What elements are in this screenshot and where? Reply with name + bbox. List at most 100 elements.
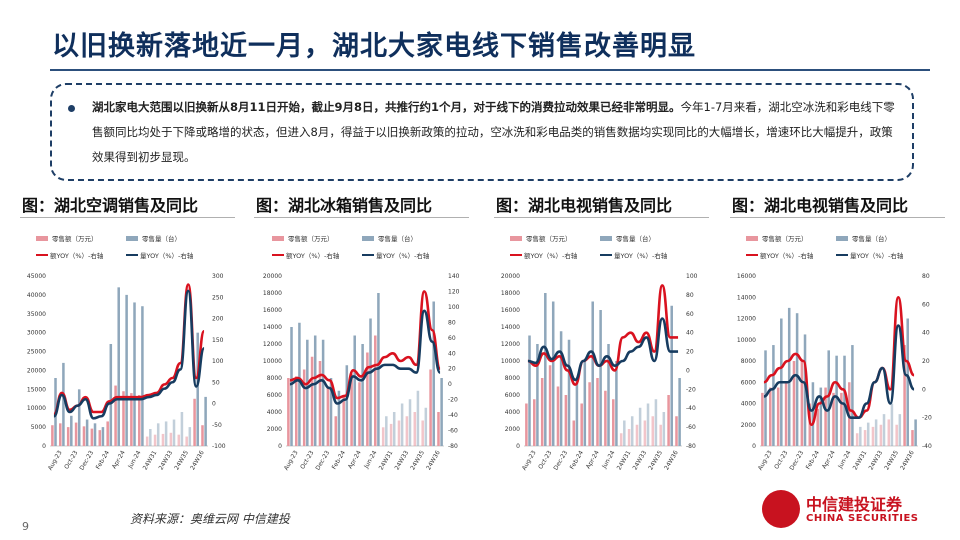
revenue-bar — [82, 426, 86, 446]
right-axis-tick-label: -60 — [686, 424, 696, 431]
left-axis-tick-label: 12000 — [737, 316, 756, 323]
revenue-bar — [855, 433, 859, 446]
legend-swatch-volume — [362, 236, 374, 241]
volume-bar — [591, 301, 594, 446]
right-axis-tick-label: 200 — [212, 316, 224, 323]
right-axis-tick-label: -100 — [212, 443, 226, 450]
revenue-yoy-line — [763, 295, 915, 427]
revenue-bar — [326, 386, 330, 446]
revenue-bar — [533, 399, 536, 446]
volume-bar — [898, 414, 902, 446]
revenue-bar — [824, 387, 827, 446]
revenue-bar — [588, 382, 591, 446]
legend-label-volume: 零售量（台） — [142, 234, 181, 243]
revenue-bar — [903, 345, 906, 446]
volume-bar — [615, 361, 618, 446]
revenue-bar — [201, 425, 204, 446]
x-tick-label: 24W33 — [394, 449, 411, 471]
volume-bar — [172, 419, 176, 446]
left-axis-tick-label: 14000 — [501, 324, 520, 331]
volume-bar — [156, 423, 160, 446]
volume-yoy-line — [289, 309, 442, 405]
left-axis-tick-label: 0 — [278, 443, 282, 450]
volume-bar — [62, 362, 65, 446]
revenue-bar — [659, 424, 662, 446]
right-axis-tick-label: 0 — [448, 381, 452, 388]
volume-bar — [440, 378, 443, 446]
left-axis-tick-label: 20000 — [263, 273, 282, 280]
summary-box: 湖北家电大范围以旧换新从8月11日开始，截止9月8日，共推行约1个月，对于线下的… — [50, 83, 914, 181]
volume-bar — [536, 344, 539, 446]
revenue-bar — [334, 416, 338, 446]
volume-bar — [70, 415, 73, 446]
revenue-bar — [800, 361, 804, 446]
left-axis-tick-label: 14000 — [263, 324, 282, 331]
legend-label-volume-yoy: 量YOY（%）-右轴 — [614, 251, 668, 260]
left-axis-tick-label: 18000 — [263, 290, 282, 297]
volume-bar — [646, 403, 650, 446]
x-tick-label: 24W36 — [189, 449, 206, 471]
left-axis-tick-label: 18000 — [501, 290, 520, 297]
left-axis-tick-label: 6000 — [267, 392, 282, 399]
right-axis-tick-label: 100 — [448, 304, 460, 311]
volume-bar — [638, 407, 642, 446]
revenue-bar — [651, 416, 655, 446]
volume-bar — [204, 396, 207, 446]
revenue-bar — [114, 385, 117, 446]
x-tick-label: 24W36 — [663, 449, 680, 471]
revenue-yoy-line — [289, 290, 442, 400]
chart-title-rule-ac — [20, 217, 235, 218]
chart-title-tv-2: 图：湖北电视销售及同比 — [732, 196, 909, 215]
right-axis-tick-label: -20 — [686, 386, 696, 393]
x-tick-label: 24W35 — [647, 449, 664, 471]
volume-bar — [361, 344, 364, 446]
revenue-bar — [74, 422, 78, 446]
right-axis-tick-label: 80 — [686, 292, 694, 299]
right-axis-tick-label: 100 — [686, 273, 698, 280]
volume-bar — [141, 306, 144, 446]
revenue-bar — [635, 424, 639, 446]
chart-title-rule-fridge — [254, 217, 469, 218]
volume-bar — [125, 294, 128, 446]
left-axis-tick-label: 35000 — [27, 311, 46, 318]
x-tick-label: Feb-24 — [331, 449, 347, 470]
x-tick-label: 24W31 — [852, 449, 869, 471]
volume-bar — [583, 361, 587, 446]
chart-tv-sales-2: 零售额（万元） 零售量（台） 额YOY（%）-右轴 量YOY（%）-右轴 0 2000 40… — [737, 234, 932, 472]
x-tick-label: Apr-24 — [821, 449, 837, 470]
volume-bar — [890, 403, 894, 446]
left-axis-tick-label: 4000 — [741, 401, 756, 408]
revenue-bar — [318, 361, 322, 446]
legend-label-revenue: 零售额（万元） — [52, 234, 98, 243]
revenue-bar — [350, 373, 353, 446]
left-axis-tick-label: 2000 — [267, 426, 282, 433]
x-tick-label: 24W36 — [899, 449, 916, 471]
left-axis-tick-label: 16000 — [263, 307, 282, 314]
revenue-bar — [66, 427, 70, 446]
volume-bar — [329, 378, 333, 446]
legend-label-revenue-yoy: 额YOY（%）-右轴 — [50, 251, 104, 260]
right-axis-tick-label: -20 — [448, 397, 458, 404]
x-tick-label: Jun-24 — [126, 449, 142, 470]
x-tick-label: 24W31 — [616, 449, 633, 471]
revenue-bar — [895, 424, 898, 446]
revenue-bar — [185, 436, 188, 446]
volume-bar — [313, 335, 317, 446]
volume-bar — [764, 350, 767, 446]
x-tick-label: 24W33 — [868, 449, 885, 471]
legend-swatch-volume — [126, 236, 138, 241]
revenue-bar — [130, 393, 133, 446]
right-axis-tick-label: -40 — [922, 443, 932, 450]
volume-bar — [408, 399, 412, 446]
revenue-bar — [643, 420, 647, 446]
volume-bar — [400, 403, 404, 446]
revenue-bar — [122, 391, 125, 446]
page-title: 以旧换新落地近一月，湖北大家电线下销售改善明显 — [52, 31, 696, 62]
x-tick-label: Jun-24 — [836, 449, 852, 470]
revenue-bar — [776, 387, 780, 446]
volume-bar — [290, 327, 293, 446]
right-axis-tick-label: 300 — [212, 273, 224, 280]
left-axis-tick-label: 12000 — [263, 341, 282, 348]
right-axis-tick-label: 0 — [922, 386, 926, 393]
chart-title-ac: 图：湖北空调销售及同比 — [22, 196, 199, 215]
